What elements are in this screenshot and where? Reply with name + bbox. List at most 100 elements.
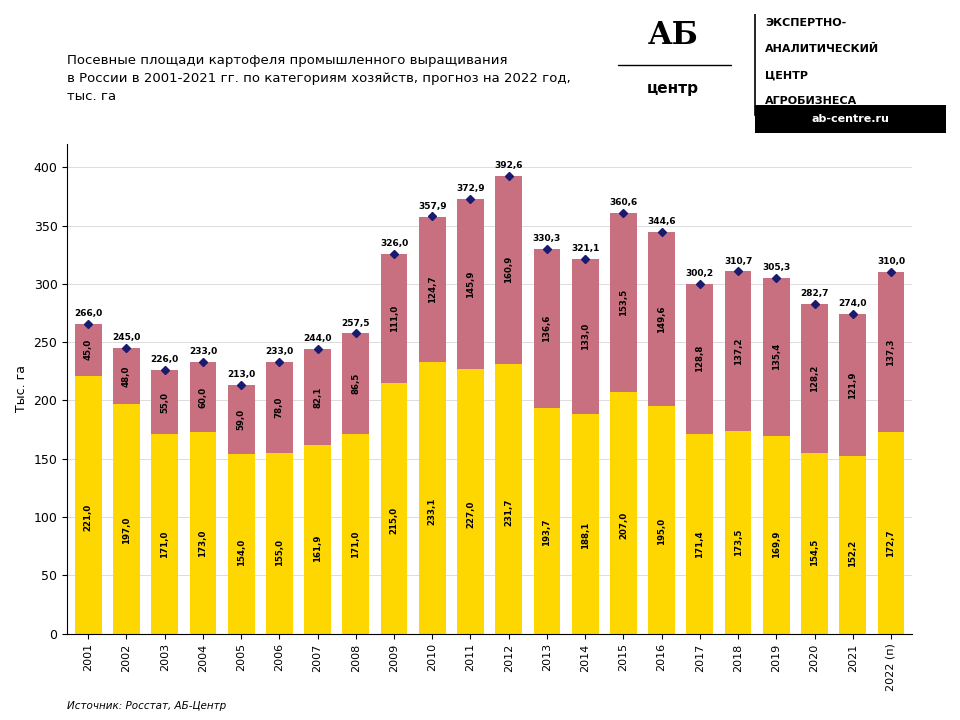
Text: 45,0: 45,0 bbox=[84, 339, 93, 361]
Bar bbox=[686, 284, 713, 433]
Text: 188,1: 188,1 bbox=[581, 521, 589, 549]
Text: 245,0: 245,0 bbox=[112, 333, 140, 342]
Text: 197,0: 197,0 bbox=[122, 516, 131, 544]
Text: АНАЛИТИЧЕСКИЙ: АНАЛИТИЧЕСКИЙ bbox=[765, 44, 879, 54]
Text: 310,7: 310,7 bbox=[724, 256, 753, 266]
Bar bbox=[802, 304, 828, 454]
Text: 121,9: 121,9 bbox=[849, 372, 857, 399]
Text: Посевные площади картофеля промышленного выращивания
в России в 2001-2021 гг. по: Посевные площади картофеля промышленного… bbox=[67, 54, 571, 103]
Text: ЭКСПЕРТНО-: ЭКСПЕРТНО- bbox=[765, 18, 846, 28]
Bar bbox=[189, 432, 216, 634]
Bar bbox=[572, 414, 598, 634]
Bar bbox=[572, 259, 598, 414]
Bar bbox=[457, 199, 484, 369]
Text: ab-centre.ru: ab-centre.ru bbox=[811, 114, 889, 124]
Text: 128,8: 128,8 bbox=[695, 345, 705, 372]
Text: 86,5: 86,5 bbox=[351, 373, 360, 395]
Bar bbox=[648, 406, 675, 634]
Bar bbox=[228, 454, 254, 634]
Text: 137,2: 137,2 bbox=[733, 338, 743, 365]
Text: 171,0: 171,0 bbox=[351, 530, 360, 557]
Text: 193,7: 193,7 bbox=[542, 518, 551, 546]
Text: 173,0: 173,0 bbox=[199, 529, 207, 557]
Bar bbox=[343, 333, 370, 434]
Text: 360,6: 360,6 bbox=[610, 199, 637, 207]
Bar bbox=[189, 362, 216, 432]
Bar bbox=[725, 271, 752, 431]
Text: Источник: Росстат, АБ-Центр: Источник: Росстат, АБ-Центр bbox=[67, 701, 227, 711]
Text: центр: центр bbox=[647, 81, 699, 96]
Bar bbox=[75, 376, 102, 634]
Bar bbox=[419, 362, 445, 634]
Text: 195,0: 195,0 bbox=[657, 518, 666, 545]
Text: 48,0: 48,0 bbox=[122, 365, 131, 387]
Text: 55,0: 55,0 bbox=[160, 392, 169, 413]
Text: 300,2: 300,2 bbox=[685, 269, 714, 278]
Text: 305,3: 305,3 bbox=[762, 263, 790, 272]
Bar bbox=[877, 272, 904, 432]
Text: 111,0: 111,0 bbox=[390, 305, 398, 332]
Text: 60,0: 60,0 bbox=[199, 387, 207, 408]
Bar bbox=[457, 369, 484, 634]
Bar bbox=[725, 431, 752, 634]
Bar bbox=[343, 434, 370, 634]
Text: 137,3: 137,3 bbox=[886, 338, 896, 366]
Bar bbox=[763, 436, 790, 634]
Text: 392,6: 392,6 bbox=[494, 161, 523, 170]
Bar bbox=[381, 253, 407, 383]
Text: 344,6: 344,6 bbox=[647, 217, 676, 226]
Bar bbox=[763, 278, 790, 436]
Bar bbox=[495, 176, 522, 364]
Text: 154,5: 154,5 bbox=[810, 539, 819, 566]
Bar bbox=[304, 349, 331, 445]
Text: 136,6: 136,6 bbox=[542, 315, 551, 342]
Text: 244,0: 244,0 bbox=[303, 334, 332, 343]
Bar bbox=[113, 348, 140, 404]
Text: АБ: АБ bbox=[648, 20, 698, 51]
Text: 357,9: 357,9 bbox=[418, 202, 446, 210]
Text: 133,0: 133,0 bbox=[581, 323, 589, 351]
Text: 124,7: 124,7 bbox=[428, 275, 437, 303]
Text: 172,7: 172,7 bbox=[886, 529, 896, 557]
Bar bbox=[648, 232, 675, 406]
Bar bbox=[877, 432, 904, 634]
Text: 326,0: 326,0 bbox=[380, 239, 408, 248]
Bar bbox=[152, 434, 178, 634]
Text: 266,0: 266,0 bbox=[74, 309, 103, 318]
Bar bbox=[228, 385, 254, 454]
Text: 171,0: 171,0 bbox=[160, 530, 169, 557]
Text: 227,0: 227,0 bbox=[466, 501, 475, 528]
Bar bbox=[686, 433, 713, 634]
Text: 233,0: 233,0 bbox=[265, 347, 294, 356]
Text: 330,3: 330,3 bbox=[533, 234, 561, 243]
Text: 221,0: 221,0 bbox=[84, 504, 93, 531]
Text: 128,2: 128,2 bbox=[810, 365, 819, 392]
Text: 154,0: 154,0 bbox=[236, 539, 246, 567]
Text: ЦЕНТР: ЦЕНТР bbox=[765, 71, 808, 80]
Bar bbox=[839, 456, 866, 634]
Y-axis label: Тыс. га: Тыс. га bbox=[15, 365, 28, 413]
Text: 282,7: 282,7 bbox=[801, 289, 828, 298]
Bar bbox=[304, 445, 331, 634]
Text: 78,0: 78,0 bbox=[275, 397, 284, 418]
Text: 145,9: 145,9 bbox=[466, 270, 475, 297]
Text: 321,1: 321,1 bbox=[571, 245, 599, 253]
Text: 207,0: 207,0 bbox=[619, 511, 628, 539]
Bar bbox=[802, 454, 828, 634]
Text: 160,9: 160,9 bbox=[504, 256, 514, 284]
Text: 161,9: 161,9 bbox=[313, 535, 323, 562]
Text: 215,0: 215,0 bbox=[390, 508, 398, 534]
Text: 233,0: 233,0 bbox=[189, 347, 217, 356]
Text: 213,0: 213,0 bbox=[227, 371, 255, 379]
Bar bbox=[75, 323, 102, 376]
Bar bbox=[266, 453, 293, 634]
Text: 155,0: 155,0 bbox=[275, 539, 284, 566]
Text: 231,7: 231,7 bbox=[504, 498, 514, 526]
Text: 149,6: 149,6 bbox=[657, 305, 666, 333]
Text: 171,4: 171,4 bbox=[695, 530, 705, 557]
Text: 152,2: 152,2 bbox=[849, 540, 857, 567]
Bar bbox=[610, 392, 636, 634]
Text: 153,5: 153,5 bbox=[619, 289, 628, 316]
Bar bbox=[381, 383, 407, 634]
Text: 274,0: 274,0 bbox=[838, 300, 867, 308]
